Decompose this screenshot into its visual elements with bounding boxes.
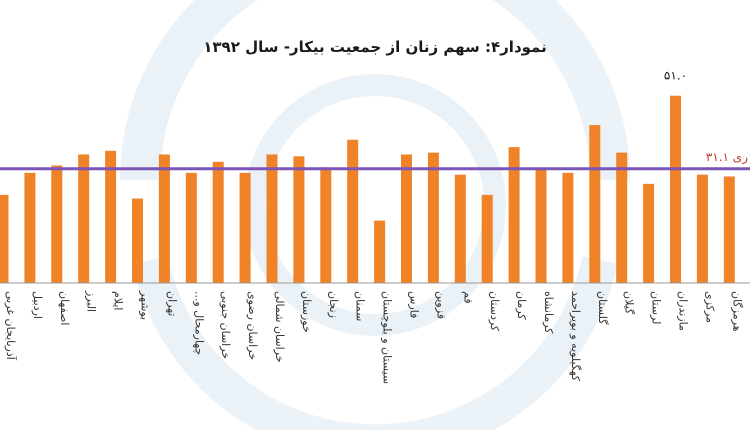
bar: [320, 167, 332, 283]
bar: [374, 220, 386, 283]
category-label: لرستان: [650, 291, 663, 324]
category-label: کردستان: [488, 291, 501, 332]
category-label: کرمانشاه: [542, 291, 555, 334]
category-label: خراسان شمالی: [273, 291, 286, 363]
category-label: مازندران: [677, 291, 690, 331]
category-label: سمنان: [354, 291, 367, 321]
bar: [51, 165, 63, 283]
category-label: خراسان رضوی: [246, 291, 259, 360]
category-label: زنجان: [327, 291, 340, 318]
bar: [535, 169, 547, 283]
bar: [723, 176, 735, 283]
background-watermark: [120, 0, 630, 430]
category-label: خوزستان: [300, 291, 313, 333]
labels-layer: آذربایجان غربی اردبیل اصفهان البرز ایلام بوشه…: [4, 290, 743, 384]
bar: [616, 152, 628, 283]
bar: [562, 172, 574, 283]
bar: [78, 154, 90, 283]
chart-title: نمودار۴: سهم زنان از جمعیت بیکار- سال ۱۳…: [203, 38, 547, 56]
bar: [0, 194, 9, 283]
category-label: تهران: [165, 291, 178, 316]
bar: [347, 139, 359, 283]
category-label: هرمزگان: [730, 291, 743, 332]
bar: [427, 152, 439, 283]
category-label: اصفهان: [58, 291, 71, 325]
bar: [643, 183, 655, 283]
category-label: فارس: [408, 291, 421, 318]
bar: [24, 172, 36, 283]
category-label: اردبیل: [31, 291, 44, 319]
category-label: قزوین: [434, 291, 447, 319]
bar: [185, 172, 197, 283]
bar: [293, 156, 305, 283]
max-value-label: ۵۱.۰: [664, 69, 687, 83]
category-label: ایلام: [112, 291, 125, 311]
bar: [589, 125, 601, 283]
category-label: مرکزی: [703, 291, 716, 323]
category-label: کهگیلویه و بویراحمد: [569, 291, 582, 382]
category-label: گلستان: [596, 291, 609, 325]
category-label: البرز: [85, 290, 98, 312]
category-label: گیلان: [623, 291, 636, 315]
bar: [266, 154, 278, 283]
bar: [481, 194, 493, 283]
bars-layer: [0, 95, 735, 283]
bar: [508, 147, 520, 283]
reference-line-label: ری ۳۱.۱: [706, 150, 748, 165]
category-label: سیستان و بلوچستان: [381, 291, 394, 384]
category-label: خراسان جنوبی: [219, 291, 232, 359]
bar: [212, 161, 224, 283]
bar: [132, 198, 143, 283]
bar: [696, 174, 708, 283]
bar: [239, 172, 251, 283]
category-label: چهارمحال و...: [192, 291, 205, 355]
category-label: کرمان: [515, 291, 528, 320]
bar: [158, 154, 170, 283]
bar: [454, 174, 466, 283]
category-label: آذربایجان غربی: [4, 291, 18, 361]
bar: [670, 95, 681, 283]
bar: [401, 154, 412, 283]
category-label: قم: [461, 291, 474, 304]
bar: [105, 150, 117, 283]
category-label: بوشهر: [139, 290, 152, 320]
